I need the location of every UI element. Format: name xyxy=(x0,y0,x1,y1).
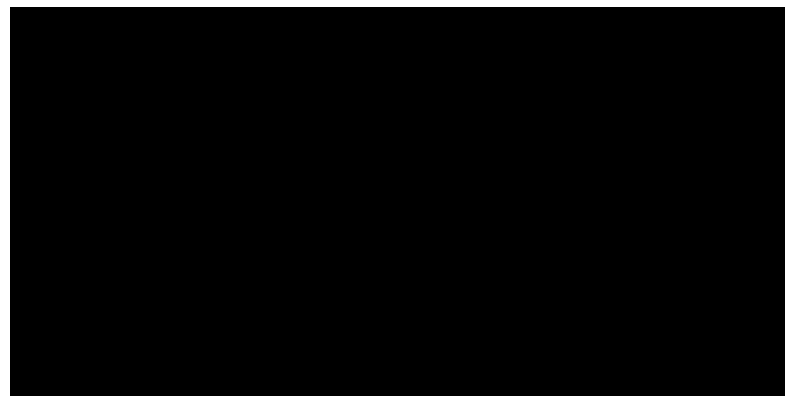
word-cloud xyxy=(10,7,785,396)
